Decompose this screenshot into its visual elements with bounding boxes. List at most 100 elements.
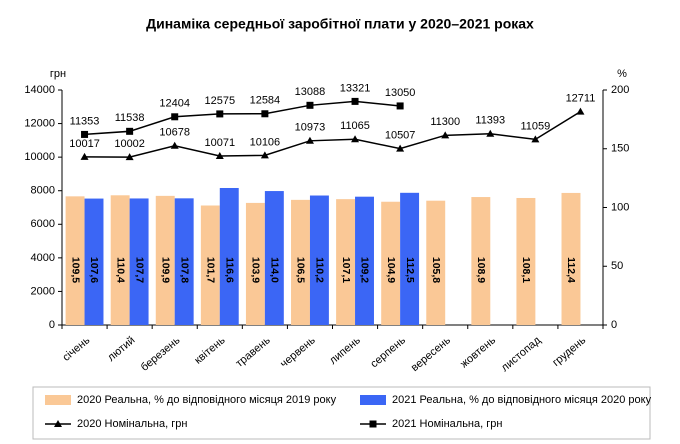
line-value-label: 10017 (69, 138, 100, 150)
line-marker (260, 151, 269, 159)
bar-value-label: 107,6 (88, 257, 100, 283)
x-tick-label: грудень (550, 334, 588, 369)
y-tick-label: 8000 (31, 185, 55, 197)
bar (129, 198, 149, 325)
bar-value-label: 108,1 (520, 257, 532, 283)
y-tick-label: 14000 (24, 84, 55, 96)
line-marker (216, 110, 224, 118)
legend: 2020 Реальна, % до відповідного місяця 2… (45, 394, 652, 430)
line-marker (81, 130, 89, 138)
line (84, 110, 581, 158)
legend-label: 2020 Номінальна, грн (77, 418, 187, 430)
bar (174, 198, 194, 325)
line-marker (306, 101, 314, 109)
bar-value-label: 101,7 (205, 257, 217, 283)
x-tick-label: серпень (368, 334, 408, 370)
bar-value-label: 106,5 (295, 257, 307, 283)
line-value-label: 12711 (566, 93, 596, 105)
line-marker (531, 135, 540, 143)
y-tick-label: 12000 (24, 117, 55, 129)
bar (65, 196, 85, 325)
x-tick-label: червень (278, 334, 318, 370)
x-tick-label: березень (139, 334, 183, 374)
bar (400, 192, 420, 325)
bar-value-label: 109,2 (359, 257, 371, 283)
line-value-label: 12584 (250, 95, 281, 107)
y2-tick-label: 200 (611, 84, 629, 96)
line-value-label: 10106 (250, 136, 281, 148)
line-value-label: 11538 (115, 112, 145, 124)
y-tick-label: 2000 (31, 285, 55, 297)
line-marker (396, 102, 404, 110)
line-marker (351, 97, 359, 105)
line-value-label: 11353 (70, 115, 100, 127)
bar (309, 195, 329, 325)
x-tick-label: липень (327, 334, 363, 367)
y-axis-label: грн (50, 68, 66, 80)
line-value-label: 12575 (204, 95, 235, 107)
chart-title: Динаміка середньої заробітної плати у 20… (146, 16, 534, 32)
y-tick-label: 6000 (31, 218, 55, 230)
x-tick-label: травень (234, 334, 273, 370)
y2-tick-label: 0 (611, 319, 617, 331)
line-marker (305, 136, 314, 144)
legend-marker (369, 420, 377, 428)
line-value-label: 11065 (340, 120, 370, 132)
bar (219, 187, 239, 325)
bar (381, 201, 401, 325)
line-marker (171, 113, 179, 121)
y2-tick-label: 150 (611, 143, 629, 155)
bar-value-label: 104,9 (385, 257, 397, 283)
y2-axis-label: % (617, 68, 627, 80)
legend-label: 2020 Реальна, % до відповідного місяця 2… (77, 394, 337, 406)
bar-value-label: 109,9 (159, 257, 171, 283)
bar-value-label: 109,5 (69, 257, 81, 283)
bar (471, 197, 491, 325)
y2-tick-label: 50 (611, 260, 623, 272)
y-tick-label: 0 (49, 319, 55, 331)
bar (245, 202, 265, 325)
bar-value-label: 116,6 (223, 257, 235, 283)
legend-swatch (360, 395, 386, 405)
line-value-label: 13088 (295, 86, 326, 98)
bar (84, 198, 104, 325)
line-value-label: 10071 (204, 137, 235, 149)
bar (336, 199, 356, 325)
y2-tick-label: 100 (611, 201, 629, 213)
x-tick-label: вересень (409, 334, 453, 374)
line-marker (126, 127, 134, 135)
bar-value-label: 105,8 (430, 257, 442, 283)
bar (561, 192, 581, 325)
bar (110, 195, 130, 325)
bar-value-label: 108,9 (475, 257, 487, 283)
bar-value-label: 112,4 (565, 257, 577, 283)
bar-value-label: 107,8 (178, 257, 190, 283)
bar-value-label: 110,2 (314, 257, 326, 283)
y-tick-label: 4000 (31, 252, 55, 264)
x-tick-label: січень (60, 334, 92, 364)
legend-label: 2021 Номінальна, грн (392, 418, 502, 430)
bar (355, 196, 374, 325)
legend-marker (54, 420, 62, 427)
bar-value-label: 110,4 (114, 257, 126, 283)
y-tick-label: 10000 (24, 151, 55, 163)
line-marker (576, 107, 585, 115)
line-value-label: 10002 (114, 138, 145, 150)
bar-value-label: 114,0 (269, 257, 281, 283)
line-value-label: 10678 (159, 127, 190, 139)
line-value-label: 11059 (520, 120, 550, 132)
bar (200, 205, 220, 325)
line-marker (170, 141, 179, 149)
x-tick-label: листопад (499, 334, 544, 374)
line-marker (215, 151, 224, 159)
legend-box (32, 386, 651, 440)
bar (291, 199, 310, 325)
line-value-label: 11300 (430, 116, 460, 128)
line-marker (351, 135, 360, 143)
bar (426, 200, 446, 325)
legend-swatch (45, 395, 71, 405)
bar (516, 197, 536, 325)
bar-value-label: 112,5 (404, 257, 416, 283)
line-value-label: 13321 (340, 82, 371, 94)
